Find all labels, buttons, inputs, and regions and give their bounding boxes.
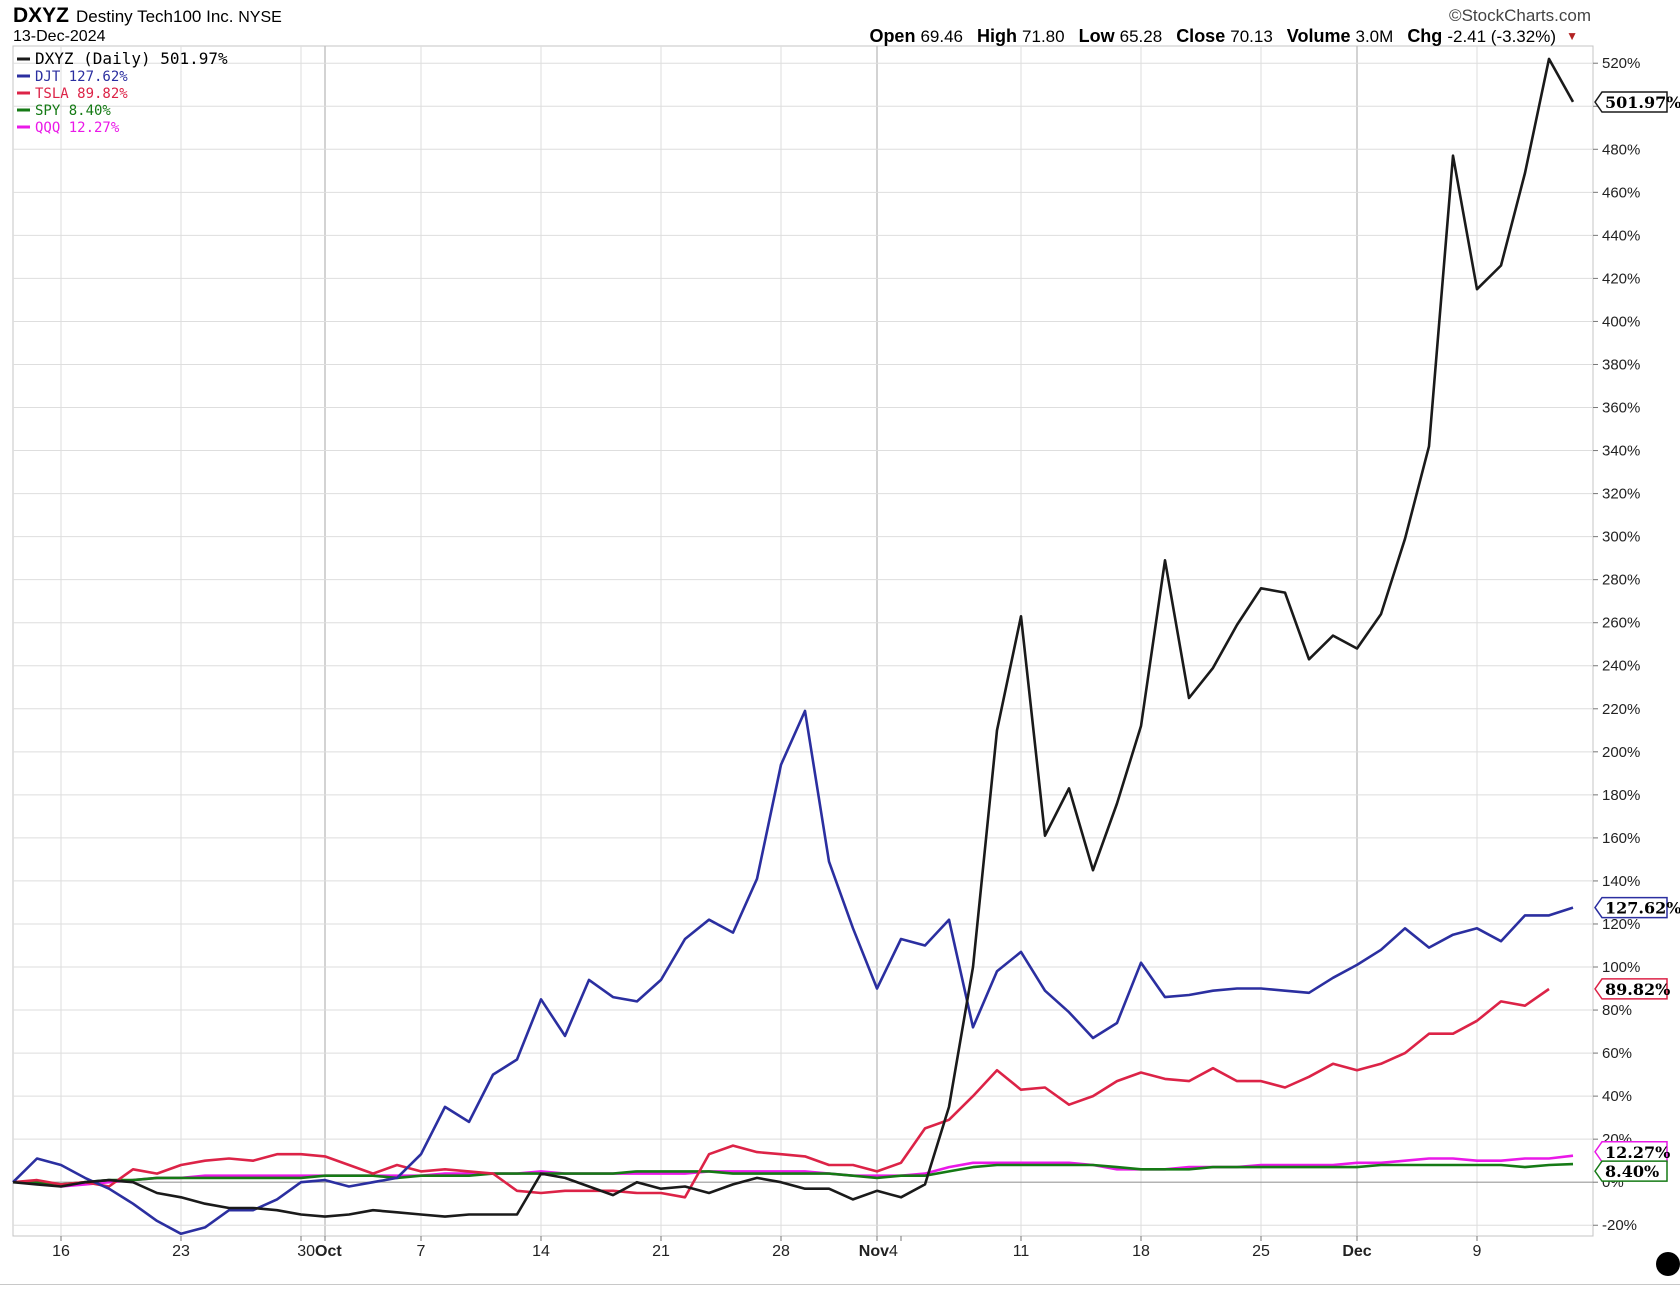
exchange: NYSE	[238, 9, 282, 26]
end-label-box-dxyz	[1594, 91, 1668, 113]
series-line-spy	[13, 1162, 1574, 1186]
chg-down-arrow-icon: ▼	[1566, 29, 1578, 43]
x-tick-label: 25	[1252, 1243, 1270, 1260]
volume-label: Volume	[1286, 26, 1351, 46]
y-tick-label: 220%	[1602, 701, 1640, 718]
high-value: 71.80	[1022, 27, 1065, 46]
chg-value: -2.41 (-3.32%)	[1447, 27, 1556, 46]
series-line-djt	[12, 709, 1574, 1236]
y-tick-label: 320%	[1602, 486, 1640, 503]
y-tick-label: 120%	[1602, 916, 1640, 933]
low-label: Low	[1078, 26, 1115, 46]
end-label-dxyz: 501.97%	[1605, 93, 1680, 112]
y-tick-label: 80%	[1602, 1002, 1632, 1019]
y-tick-label: 340%	[1602, 443, 1640, 460]
series-line-qqq	[13, 1154, 1574, 1188]
plot-frame	[12, 45, 1594, 1237]
y-tick-label: 40%	[1602, 1088, 1632, 1105]
open-value: 69.46	[920, 27, 964, 46]
scroll-dot-icon[interactable]	[1656, 1252, 1680, 1276]
series-line-tsla	[12, 987, 1550, 1199]
x-tick-label: 4	[889, 1243, 898, 1260]
y-tick-label: 520%	[1602, 55, 1640, 72]
close-label: Close	[1176, 26, 1226, 46]
legend-label-djt: DJT 127.62%	[35, 69, 128, 85]
x-tick-label: 9	[1473, 1243, 1482, 1260]
end-label-box-qqq	[1594, 1141, 1668, 1163]
y-tick-label: 240%	[1602, 658, 1640, 675]
horizontal-gridlines	[13, 62, 1593, 1226]
chart-date: 13-Dec-2024	[13, 28, 106, 45]
x-tick-label: 7	[417, 1243, 426, 1260]
x-tick-label: 16	[52, 1243, 70, 1260]
low-value: 65.28	[1119, 27, 1163, 46]
bottom-divider	[0, 1284, 1680, 1285]
x-tick-label: Dec	[1342, 1243, 1371, 1260]
end-label-box-tsla	[1594, 978, 1668, 1000]
series-lines	[12, 57, 1575, 1236]
y-tick-label: -20%	[1602, 1217, 1637, 1234]
y-tick-label: 260%	[1602, 615, 1640, 632]
y-tick-label: 400%	[1602, 313, 1640, 330]
company-name-text: Destiny Tech100 Inc.	[76, 7, 234, 26]
high-label: High	[977, 26, 1018, 46]
end-label-djt: 127.62%	[1605, 899, 1680, 918]
end-label-qqq: 12.27%	[1605, 1143, 1670, 1162]
y-tick-label: 180%	[1602, 787, 1640, 804]
end-label-box-djt	[1594, 896, 1668, 919]
chg-label: Chg	[1407, 26, 1443, 46]
legend: DXYZ (Daily) 501.97%DJT 127.62%TSLA 89.8…	[17, 49, 228, 136]
legend-label-tsla: TSLA 89.82%	[35, 86, 128, 102]
symbol: DXYZ	[13, 4, 70, 27]
brand-watermark: ©StockCharts.com	[1449, 6, 1591, 25]
x-tick-label: 14	[532, 1243, 550, 1260]
y-tick-label: 100%	[1602, 959, 1640, 976]
open-label: Open	[869, 26, 916, 46]
end-value-labels: 501.97% 127.62% 89.82% 12.27%8.40%	[1594, 91, 1680, 1182]
x-tick-label: 11	[1013, 1243, 1030, 1260]
x-axis-ticks: 16 23 30 Oct 7 14 21 28 Nov 4 11 18 25 Dec 9	[52, 1236, 1482, 1260]
x-tick-label: Nov	[859, 1243, 889, 1260]
volume-value: 3.0M	[1355, 27, 1394, 46]
y-tick-label: 460%	[1602, 184, 1640, 201]
x-tick-label: 21	[652, 1243, 670, 1260]
ohlc-bar: Open 69.46 High 71.80 Low 65.28 Close 70…	[869, 26, 1560, 47]
y-tick-label: 300%	[1602, 529, 1640, 546]
x-tick-label: 28	[772, 1243, 790, 1260]
y-tick-label: 440%	[1602, 227, 1640, 244]
y-tick-label: 480%	[1602, 141, 1640, 158]
series-line-dxyz	[12, 57, 1575, 1218]
x-tick-label: 23	[172, 1243, 190, 1260]
x-tick-label: Oct	[315, 1243, 342, 1260]
end-label-box-spy	[1594, 1160, 1668, 1182]
legend-label-qqq: QQQ 12.27%	[35, 120, 120, 136]
x-tick-label: 18	[1132, 1243, 1150, 1260]
x-tick-label: 30	[297, 1243, 315, 1260]
y-axis-ticks: -20%0%20%40%60%80%100%120%140%160%180%20…	[1593, 55, 1640, 1234]
y-tick-label: 140%	[1602, 873, 1640, 890]
y-tick-label: 360%	[1602, 400, 1640, 417]
y-tick-label: 160%	[1602, 830, 1640, 847]
company-name: Destiny Tech100 Inc. NYSE	[76, 7, 282, 27]
y-tick-label: 280%	[1602, 572, 1640, 589]
y-tick-label: 200%	[1602, 744, 1640, 761]
y-tick-label: 420%	[1602, 270, 1640, 287]
y-tick-label: 60%	[1602, 1045, 1632, 1062]
legend-label-spy: SPY 8.40%	[35, 103, 111, 119]
close-value: 70.13	[1230, 27, 1273, 46]
y-tick-label: 380%	[1602, 356, 1640, 373]
end-label-tsla: 89.82%	[1605, 980, 1670, 999]
vertical-gridlines	[60, 46, 1478, 1236]
end-label-spy: 8.40%	[1605, 1162, 1659, 1181]
legend-label-dxyz: DXYZ (Daily) 501.97%	[35, 49, 228, 68]
